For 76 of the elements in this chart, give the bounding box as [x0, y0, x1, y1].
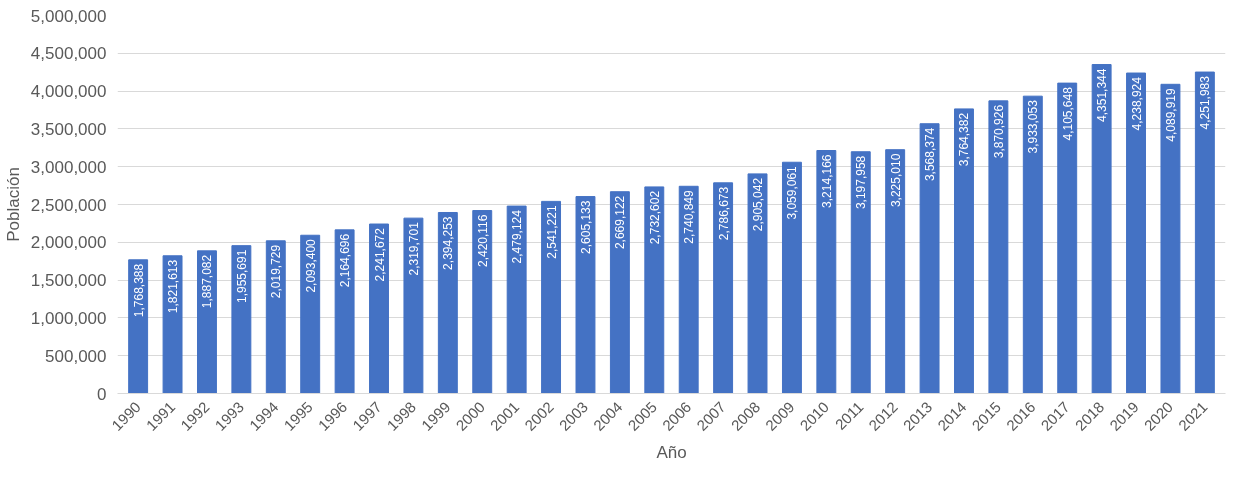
bar — [437, 211, 458, 394]
data-label: 2,479,124 — [510, 209, 525, 264]
bar — [816, 150, 837, 394]
y-tick-label: 500,000 — [45, 346, 107, 366]
bar — [506, 205, 527, 394]
bar — [1194, 71, 1215, 394]
data-label: 2,732,602 — [647, 190, 662, 245]
data-label: 2,093,400 — [303, 238, 318, 293]
data-label: 3,225,010 — [888, 153, 903, 208]
bar — [954, 108, 974, 394]
bar — [644, 186, 665, 394]
y-axis-title: Población — [3, 167, 23, 242]
data-label: 2,541,221 — [544, 205, 559, 259]
bar — [265, 240, 286, 394]
data-label: 1,887,082 — [200, 254, 215, 309]
bar — [1057, 82, 1078, 394]
bar — [850, 151, 871, 394]
y-tick-label: 1,500,000 — [30, 271, 107, 291]
bar — [472, 210, 493, 394]
y-tick-label: 3,500,000 — [30, 119, 107, 139]
bar — [713, 182, 734, 394]
data-label: 2,669,122 — [613, 195, 628, 250]
bar — [747, 173, 768, 394]
y-tick-label: 5,000,000 — [30, 6, 107, 26]
bar — [541, 200, 562, 394]
bar — [162, 255, 183, 394]
bar — [575, 196, 596, 394]
data-label: 2,905,042 — [751, 177, 766, 232]
bar — [1160, 83, 1181, 394]
bar — [919, 123, 940, 394]
bar — [231, 245, 252, 394]
data-label: 2,740,849 — [682, 189, 697, 244]
data-label: 4,251,983 — [1198, 75, 1213, 130]
data-label: 3,933,053 — [1026, 99, 1041, 154]
data-label: 2,319,701 — [406, 221, 421, 276]
bar — [885, 149, 906, 394]
data-label: 3,059,061 — [785, 165, 800, 220]
x-axis-title: Año — [656, 443, 687, 463]
bar — [300, 234, 321, 394]
data-label: 3,568,374 — [923, 127, 938, 182]
data-label: 3,870,926 — [991, 104, 1006, 159]
data-label: 2,241,672 — [372, 227, 387, 282]
data-label: 1,768,388 — [131, 263, 146, 318]
bar — [1091, 64, 1112, 394]
data-label: 4,089,919 — [1163, 87, 1178, 142]
bar — [678, 185, 699, 394]
bar — [988, 100, 1009, 394]
data-label: 3,764,382 — [957, 112, 972, 167]
data-label: 4,238,924 — [1129, 76, 1144, 131]
bar — [369, 223, 389, 394]
data-label: 2,605,133 — [578, 200, 593, 254]
bar — [334, 229, 355, 394]
bar — [197, 250, 217, 394]
y-tick-label: 4,000,000 — [30, 82, 107, 102]
bar — [781, 161, 802, 394]
bar — [403, 217, 424, 394]
data-label: 1,955,691 — [234, 249, 249, 304]
bar — [1022, 95, 1043, 394]
bar — [1126, 72, 1146, 394]
data-label: 3,197,958 — [854, 155, 869, 210]
data-label: 2,019,729 — [269, 244, 284, 299]
y-tick-label: 3,000,000 — [30, 157, 107, 177]
data-label: 4,351,344 — [1095, 68, 1110, 122]
data-label: 2,420,116 — [475, 214, 490, 268]
y-tick-label: 4,500,000 — [30, 44, 107, 64]
data-label: 2,164,696 — [338, 233, 353, 288]
y-tick-label: 0 — [97, 384, 107, 404]
y-tick-label: 2,500,000 — [30, 195, 107, 215]
bar — [609, 191, 630, 394]
data-label: 2,394,253 — [441, 216, 456, 270]
data-label: 2,786,673 — [716, 186, 731, 241]
y-tick-label: 2,000,000 — [30, 233, 107, 253]
y-tick-label: 1,000,000 — [30, 308, 107, 328]
data-label: 3,214,166 — [819, 154, 834, 208]
data-label: 4,105,648 — [1060, 86, 1075, 141]
data-label: 1,821,613 — [166, 259, 181, 314]
